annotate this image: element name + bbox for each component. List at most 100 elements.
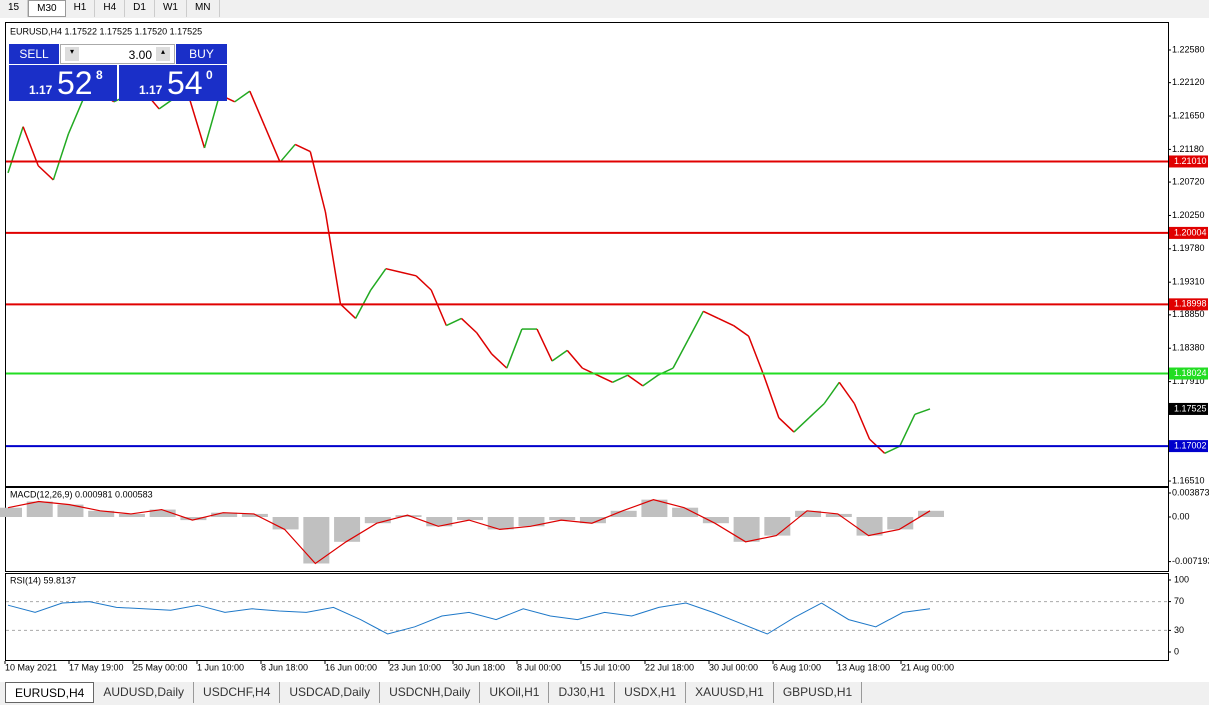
level-label: 1.18998 [1174, 299, 1207, 309]
level-label: 1.20004 [1174, 227, 1207, 237]
price-segment [627, 374, 644, 387]
ask-pips: 54 [167, 65, 203, 101]
y-tick-label: 1.17910 [1172, 376, 1205, 386]
macd-bar [641, 499, 668, 518]
x-tick-label: 13 Aug 18:00 [837, 662, 890, 672]
y-tick-label: 1.20720 [1172, 176, 1205, 186]
ask-fraction: 0 [206, 68, 213, 82]
macd-bar [364, 517, 391, 524]
chart-header: EURUSD,H4 1.17522 1.17525 1.17520 1.1752… [10, 26, 202, 36]
macd-bar [887, 517, 914, 530]
price-segment [370, 268, 387, 291]
macd-bar [0, 507, 22, 518]
symbol-tab[interactable]: AUDUSD,Daily [94, 682, 195, 703]
price-segment [188, 98, 206, 149]
lot-down[interactable]: ▾ [65, 47, 79, 61]
symbol-tab[interactable]: XAUUSD,H1 [686, 682, 774, 703]
price-segment [793, 417, 810, 433]
macd-panel [5, 487, 1169, 572]
rsi-label: RSI(14) 59.8137 [10, 575, 76, 585]
macd-bar [795, 510, 822, 518]
timeframe-button[interactable]: H1 [65, 0, 96, 17]
level-label-box [1169, 440, 1208, 453]
price-segment [778, 417, 795, 433]
price-segment [279, 143, 296, 163]
price-segment [430, 289, 448, 326]
x-tick-label: 1 Jun 10:00 [197, 662, 244, 672]
level-label-box [1169, 298, 1208, 311]
price-segment [67, 97, 85, 135]
price-segment [249, 90, 266, 127]
y-tick-label: 1.19310 [1172, 277, 1205, 287]
x-tick-label: 16 Jun 00:00 [325, 662, 377, 672]
timeframe-button[interactable]: W1 [154, 0, 187, 17]
price-segment [506, 328, 523, 369]
timeframe-button[interactable]: D1 [125, 0, 155, 17]
price-segment [838, 381, 856, 405]
y-tick-label: 0.00 [1172, 511, 1190, 521]
price-segment [718, 317, 734, 327]
y-tick-label: 100 [1174, 574, 1189, 584]
price-segment [763, 374, 780, 419]
x-tick-label: 22 Jul 18:00 [645, 662, 694, 672]
price-segment [884, 445, 901, 455]
price-segment [733, 324, 750, 337]
ask-price[interactable]: 1.17 54 0 [119, 65, 227, 101]
macd-bar [733, 517, 760, 542]
symbol-tab[interactable]: EURUSD,H4 [5, 682, 95, 703]
x-tick-label: 6 Aug 10:00 [773, 662, 821, 672]
price-segment [672, 339, 689, 369]
timeframe-button[interactable]: MN [186, 0, 220, 17]
macd-bar [426, 517, 453, 527]
x-tick-label: 10 May 2021 [5, 662, 57, 672]
price-segment [37, 165, 54, 181]
lot-size[interactable]: 3.00 [128, 48, 152, 62]
symbol-tab[interactable]: UKOil,H1 [480, 682, 550, 703]
price-segment [460, 317, 478, 334]
lot-up[interactable]: ▴ [156, 47, 170, 61]
symbol-tab[interactable]: USDX,H1 [615, 682, 687, 703]
level-label: 1.18024 [1174, 368, 1207, 378]
x-tick-label: 30 Jul 00:00 [709, 662, 758, 672]
price-segment [899, 413, 916, 447]
current-price-box [1169, 402, 1208, 415]
price-segment [340, 303, 357, 319]
symbol-tab[interactable]: USDCNH,Daily [380, 682, 481, 703]
x-tick-label: 8 Jul 00:00 [517, 662, 561, 672]
price-segment [914, 408, 931, 415]
price-segment [415, 275, 432, 291]
timeframe-button[interactable]: H4 [95, 0, 126, 17]
macd-bar [825, 513, 852, 518]
timeframe-button[interactable]: M30 [28, 0, 66, 17]
price-segment [823, 381, 840, 405]
symbol-tab[interactable]: DJ30,H1 [549, 682, 616, 703]
macd-bar [241, 513, 268, 518]
price-segment [853, 403, 871, 440]
macd-bar [672, 507, 699, 518]
macd-bar [764, 517, 791, 536]
ask-big: 1.17 [139, 83, 163, 97]
buy-button[interactable]: BUY [176, 44, 227, 64]
symbol-tabs: EURUSD,H4 AUDUSD,Daily USDCHF,H4 USDCAD,Dai… [5, 682, 863, 703]
y-tick-label: 1.20250 [1172, 210, 1205, 220]
sell-button[interactable]: SELL [9, 44, 59, 64]
y-tick-label: 0.003873 [1172, 487, 1209, 497]
timeframe-button[interactable]: 15 [0, 0, 29, 17]
y-tick-label: 1.22580 [1172, 44, 1205, 54]
y-tick-label: 1.18380 [1172, 343, 1205, 353]
y-tick-label: 0 [1174, 646, 1179, 656]
bid-big: 1.17 [29, 83, 53, 97]
price-segment [264, 126, 281, 163]
macd-bar [211, 512, 238, 518]
y-tick-label: 1.19780 [1172, 243, 1205, 253]
price-segment [747, 335, 765, 376]
macd-bar [918, 510, 944, 518]
symbol-tab[interactable]: USDCHF,H4 [194, 682, 281, 703]
price-segment [491, 353, 508, 369]
macd-bar [487, 517, 514, 530]
x-tick-label: 8 Jun 18:00 [261, 662, 308, 672]
symbol-tab[interactable]: GBPUSD,H1 [774, 682, 863, 703]
symbol-tab[interactable]: USDCAD,Daily [280, 682, 381, 703]
bid-price[interactable]: 1.17 52 8 [9, 65, 117, 101]
